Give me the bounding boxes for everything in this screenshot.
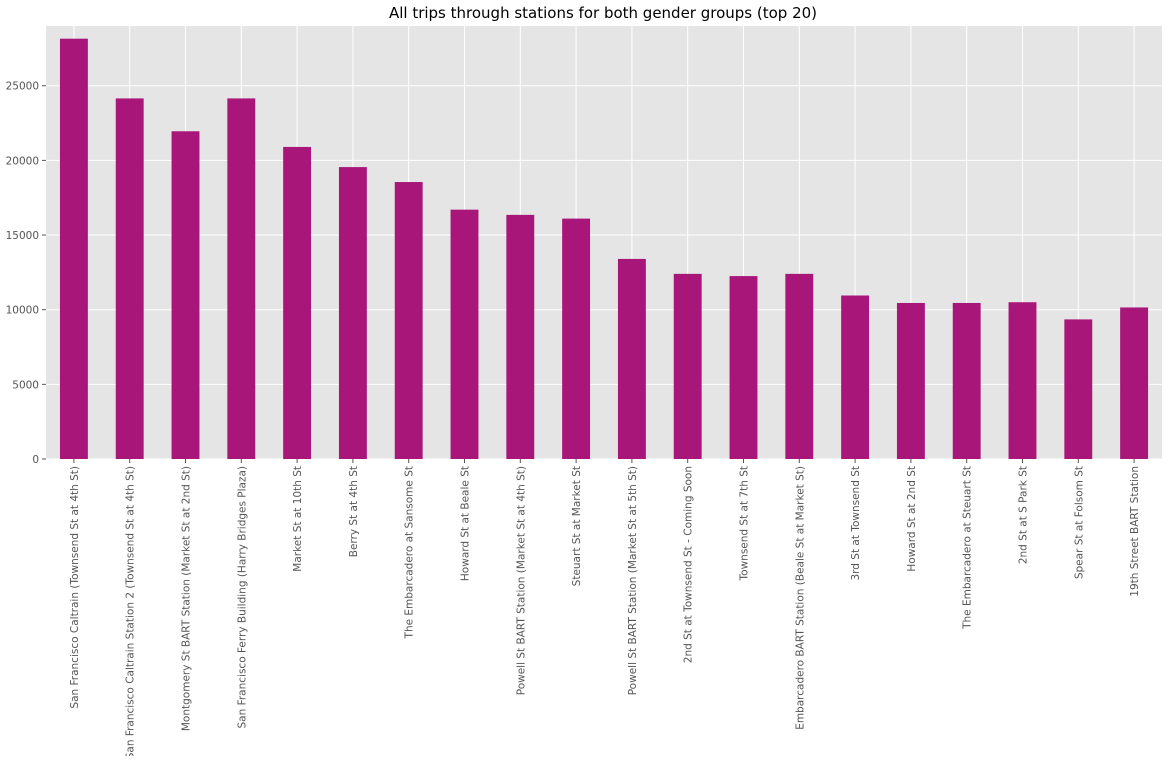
- x-tick-label: Market St at 10th St: [292, 466, 304, 572]
- bar: [1008, 302, 1037, 459]
- bar: [59, 38, 88, 460]
- bar: [952, 302, 981, 459]
- y-tick-label: 25000: [6, 81, 39, 93]
- x-tick-label: Embarcadero BART Station (Beale St at Ma…: [794, 466, 806, 730]
- x-tick-label: 2nd St at S Park St: [1018, 466, 1030, 564]
- y-tick-label: 0: [32, 454, 39, 466]
- y-tick-label: 15000: [6, 230, 39, 242]
- bar: [394, 182, 423, 460]
- bar: [506, 214, 535, 459]
- y-tick-label: 10000: [6, 305, 39, 317]
- bar: [283, 146, 312, 459]
- x-tick-label: Spear St at Folsom St: [1073, 466, 1085, 579]
- bar: [450, 209, 479, 459]
- x-tick-label: Montgomery St BART Station (Market St at…: [181, 466, 193, 731]
- x-tick-label: San Francisco Caltrain Station 2 (Townse…: [125, 466, 137, 756]
- y-tick-label: 5000: [12, 379, 39, 391]
- x-tick-label: Powell St BART Station (Market St at 4th…: [515, 466, 527, 695]
- chart-title: All trips through stations for both gend…: [389, 4, 817, 22]
- plot-area: 0 5000 10000 15000 20000 25000 San Francisco C…: [6, 26, 1162, 759]
- x-tick-label: San Francisco Ferry Building (Harry Brid…: [236, 466, 248, 729]
- bar: [1064, 319, 1093, 459]
- bar: [115, 98, 144, 459]
- bar: [1120, 307, 1149, 459]
- x-tick-label: Howard St at Beale St: [460, 466, 472, 581]
- y-tick-label: 20000: [6, 155, 39, 167]
- bar: [227, 98, 256, 459]
- x-tick-label: San Francisco Caltrain (Townsend St at 4…: [69, 466, 81, 709]
- plot-background: [46, 26, 1162, 459]
- x-tick-label: 19th Street BART Station: [1129, 466, 1141, 597]
- x-tick-label: 3rd St at Townsend St: [850, 466, 862, 581]
- x-tick-label: 2nd St at Townsend St - Coming Soon: [683, 466, 695, 663]
- bar: [171, 131, 200, 459]
- bar: [673, 273, 702, 459]
- bar: [562, 218, 591, 459]
- x-tick-label: Townsend St at 7th St: [739, 466, 751, 581]
- x-tick-label: Howard St at 2nd St: [906, 466, 918, 572]
- bar: [617, 258, 646, 459]
- x-tick-label: Berry St at 4th St: [348, 466, 360, 557]
- x-tick-label: Powell St BART Station (Market St at 5th…: [627, 466, 639, 695]
- bar: [729, 276, 758, 459]
- x-tick-label: Steuart St at Market St: [571, 466, 583, 586]
- x-tick-label: The Embarcadero at Sansome St: [404, 466, 416, 639]
- bar: [785, 273, 814, 459]
- x-tick-label: The Embarcadero at Steuart St: [962, 466, 974, 630]
- bar: [338, 167, 367, 460]
- bar: [896, 302, 925, 459]
- bar: [841, 295, 870, 459]
